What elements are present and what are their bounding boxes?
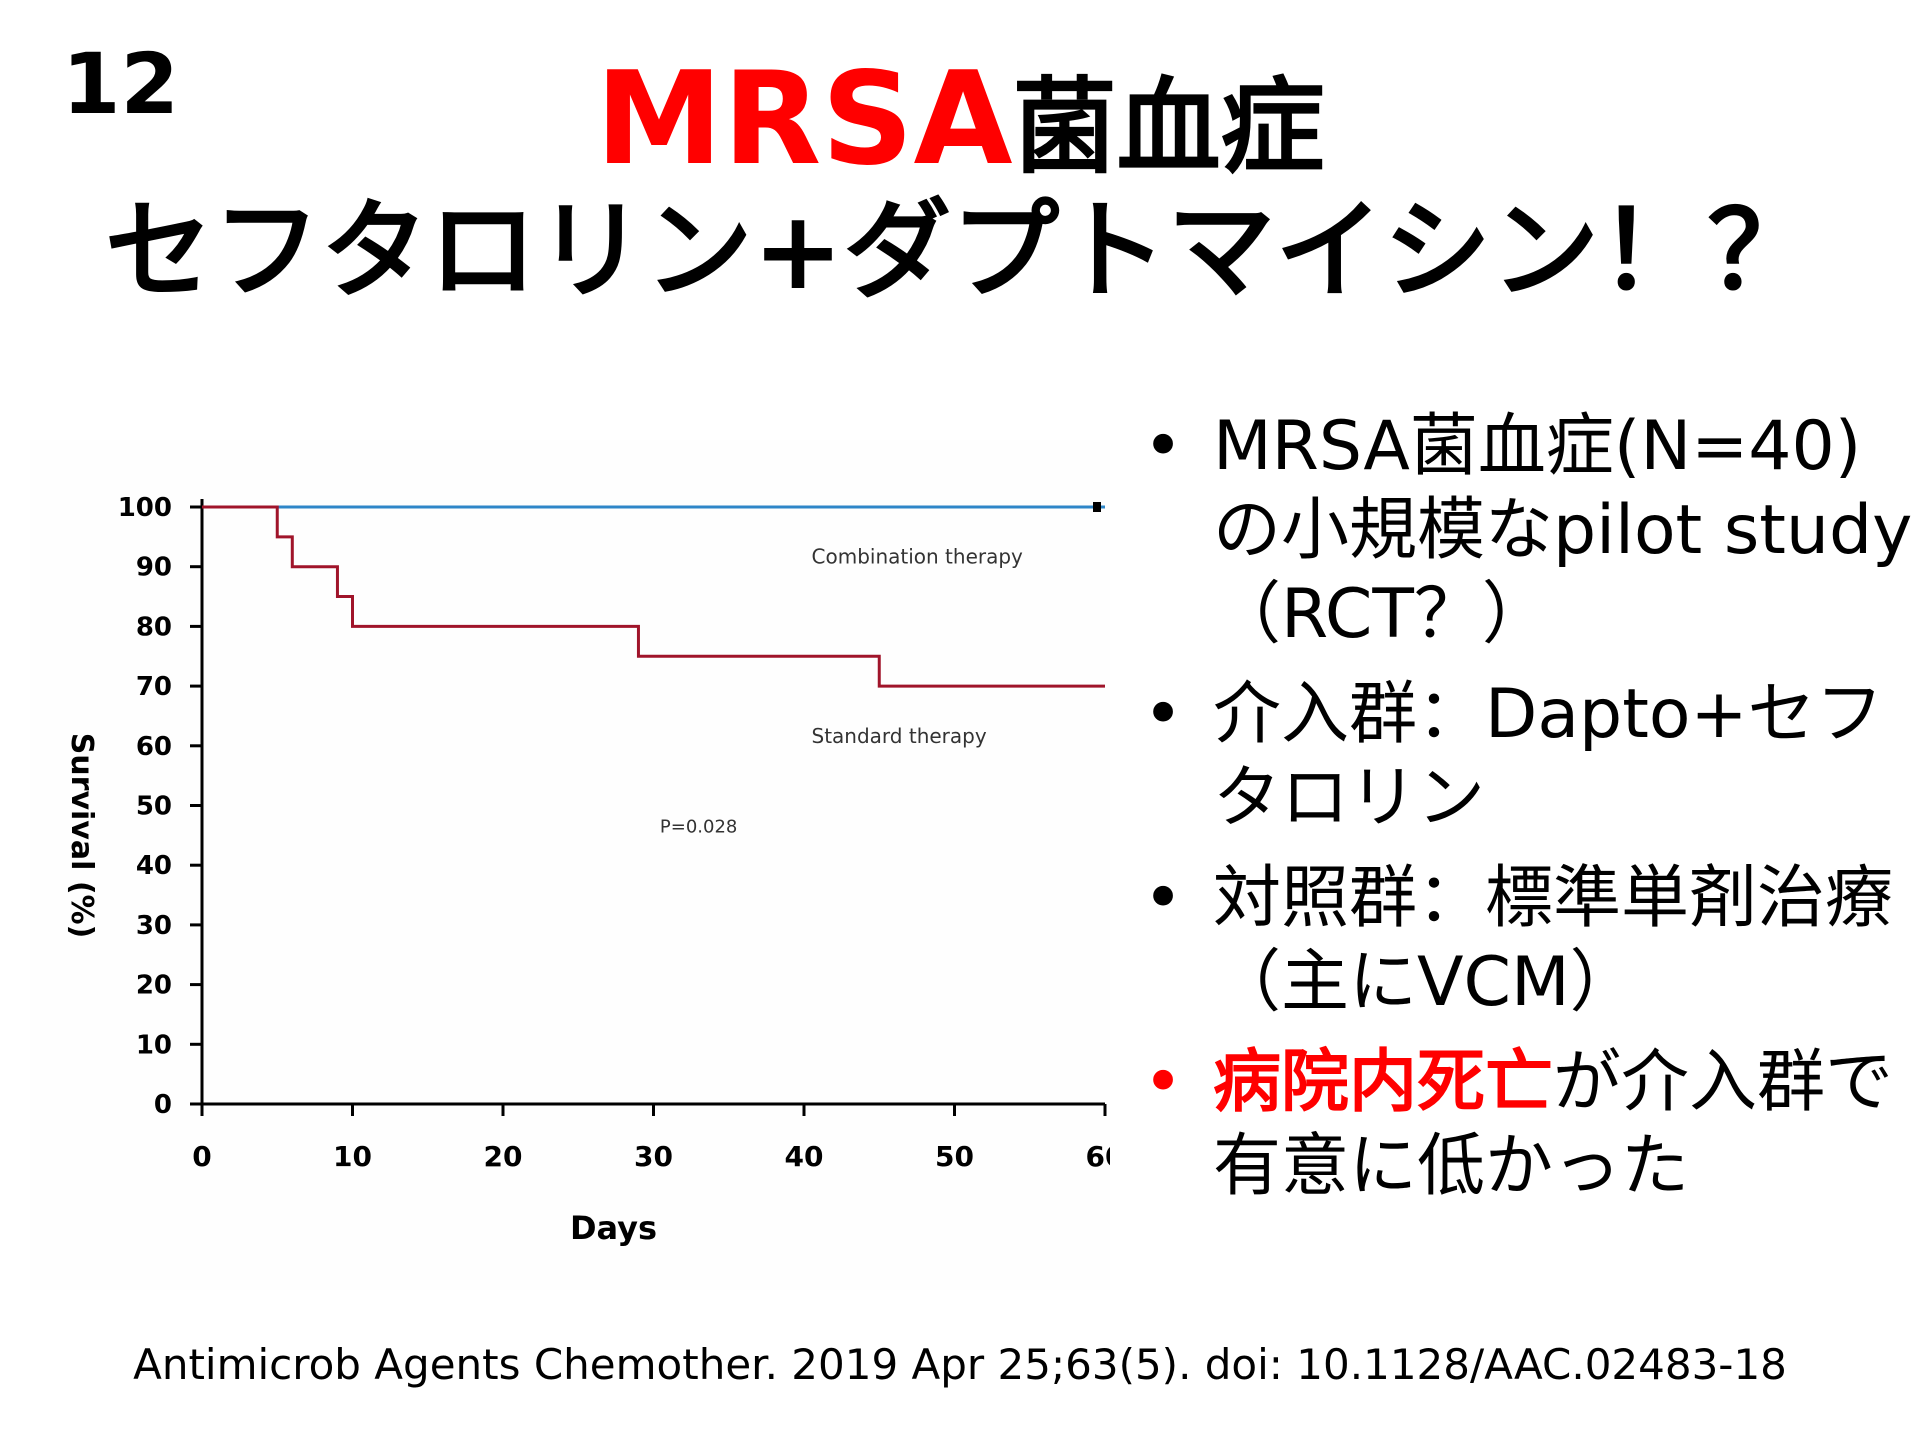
x-tick-label: 0 bbox=[192, 1140, 211, 1173]
x-tick-label: 10 bbox=[333, 1140, 372, 1173]
y-tick-label: 20 bbox=[136, 971, 172, 1001]
y-tick-label: 40 bbox=[136, 851, 172, 881]
bullet-text: 介入群：Dapto+セフタロリン bbox=[1213, 675, 1884, 838]
slide-title-line1: MRSA菌血症 bbox=[0, 56, 1920, 184]
x-tick-label: 20 bbox=[484, 1140, 523, 1173]
bullet-text: 対照群：標準単剤治療（主にVCM） bbox=[1213, 859, 1894, 1022]
y-tick-label: 70 bbox=[136, 672, 172, 702]
survival-chart: 0 10 20 30 40 50 60 70 80 90 100 0 10 20 30 40 50 60 Days S… bbox=[30, 440, 1110, 1290]
x-tick-label: 30 bbox=[634, 1140, 673, 1173]
series-label-standard: Standard therapy bbox=[812, 724, 987, 748]
y-tick-label: 10 bbox=[136, 1030, 172, 1060]
bullet-item: • 対照群：標準単剤治療（主にVCM） bbox=[1135, 857, 1915, 1025]
title-bacteremia: 菌血症 bbox=[1012, 66, 1325, 188]
slide-number: 12 bbox=[62, 35, 179, 133]
survival-chart-svg: 0 10 20 30 40 50 60 70 80 90 100 0 10 20 30 40 50 60 Days S… bbox=[64, 493, 1110, 1247]
bullet-list: • MRSA菌血症(N=40)の小規模なpilot study（RCT？） • … bbox=[1135, 405, 1915, 1225]
y-tick-label: 80 bbox=[136, 612, 172, 642]
title-mrsa: MRSA bbox=[595, 45, 1013, 194]
bullet-marker: • bbox=[1143, 407, 1184, 486]
x-tick-label: 50 bbox=[935, 1140, 974, 1173]
bullet-item: • MRSA菌血症(N=40)の小規模なpilot study（RCT？） bbox=[1135, 405, 1915, 657]
series-label-combination: Combination therapy bbox=[812, 545, 1024, 569]
x-axis-label: Days bbox=[570, 1209, 657, 1247]
y-tick-label: 30 bbox=[136, 911, 172, 941]
y-tick-label: 90 bbox=[136, 553, 172, 583]
bullet-marker: • bbox=[1143, 1043, 1184, 1122]
bullet-item: • 病院内死亡が介入群で有意に低かった bbox=[1135, 1041, 1915, 1209]
slide-title-line2: セフタロリン+ダプトマイシン！？ bbox=[104, 189, 1816, 314]
series-end-marker bbox=[1093, 502, 1101, 512]
citation: Antimicrob Agents Chemother. 2019 Apr 25… bbox=[133, 1340, 1787, 1389]
y-tick-label: 50 bbox=[136, 792, 172, 822]
bullet-text: MRSA菌血症(N=40)の小規模なpilot study（RCT？） bbox=[1213, 407, 1913, 654]
p-value-annotation: P=0.028 bbox=[660, 816, 737, 837]
y-tick-label: 100 bbox=[118, 493, 172, 523]
y-tick-label: 0 bbox=[154, 1090, 172, 1120]
series-line-standard bbox=[202, 505, 1105, 688]
y-tick-label: 60 bbox=[136, 732, 172, 762]
bullet-marker: • bbox=[1143, 675, 1184, 754]
bullet-item: • 介入群：Dapto+セフタロリン bbox=[1135, 673, 1915, 841]
bullet-highlight: 病院内死亡 bbox=[1213, 1043, 1554, 1122]
x-tick-label: 40 bbox=[785, 1140, 824, 1173]
bullet-text: が介入群で有意に低かった bbox=[1213, 1043, 1894, 1206]
bullet-marker: • bbox=[1143, 859, 1184, 938]
y-axis-label: Survival (%) bbox=[64, 733, 99, 939]
x-tick-label: 60 bbox=[1086, 1140, 1110, 1173]
